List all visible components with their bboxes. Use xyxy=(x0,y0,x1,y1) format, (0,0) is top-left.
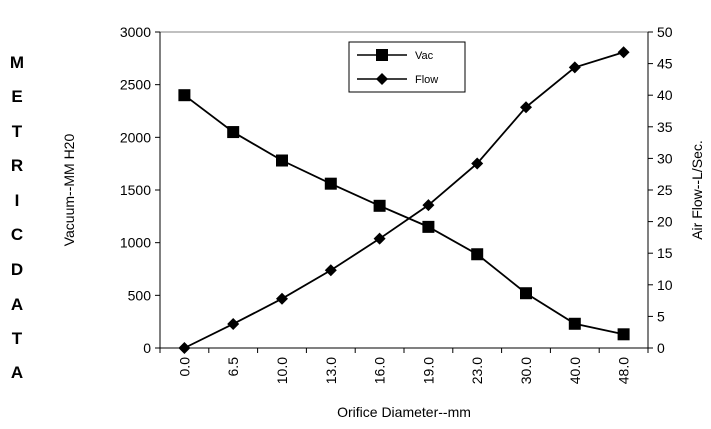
series-vac-point xyxy=(178,89,191,102)
side-label-letter: E xyxy=(11,87,22,106)
left-axis-tick-label: 1500 xyxy=(120,182,151,198)
series-vac-line xyxy=(183,94,624,336)
right-axis-tick-label: 45 xyxy=(657,56,673,72)
series-vac-point xyxy=(324,177,337,190)
legend-flow-label: Flow xyxy=(415,74,438,86)
left-axis-tick-label: 500 xyxy=(128,287,152,303)
series-vac-point xyxy=(471,248,484,261)
right-axis-tick-label: 50 xyxy=(657,24,673,40)
side-label-letter: R xyxy=(11,156,23,175)
left-axis-title: Vacuum--MM H20 xyxy=(61,134,77,247)
side-label-letter: A xyxy=(11,363,23,382)
right-axis-tick-label: 25 xyxy=(657,182,673,198)
x-axis-tick-label: 40.0 xyxy=(567,357,583,384)
x-axis-tick-label: 6.5 xyxy=(225,357,241,377)
series-vac xyxy=(178,89,630,341)
side-label-letter: A xyxy=(11,295,23,314)
right-axis-tick-label: 15 xyxy=(657,245,673,261)
left-axis-tick-label: 2500 xyxy=(120,77,151,93)
right-y-axis: 0 5 10 15 20 25 30 35 40 45 50 xyxy=(647,24,673,356)
left-axis-tick-label: 0 xyxy=(143,340,151,356)
series-vac-point xyxy=(227,126,240,139)
x-axis-tick-label: 13.0 xyxy=(323,357,339,384)
legend-vac-label: Vac xyxy=(415,50,434,62)
series-vac-point xyxy=(568,317,581,330)
left-axis-tick-label: 3000 xyxy=(120,24,151,40)
series-flow-point xyxy=(617,46,630,59)
side-label-letter: D xyxy=(11,260,23,279)
series-flow xyxy=(178,46,630,354)
right-axis-tick-label: 10 xyxy=(657,277,673,293)
series-flow-point xyxy=(178,342,191,354)
series-flow-point xyxy=(568,61,581,74)
series-flow-point xyxy=(373,232,386,245)
series-vac-point xyxy=(373,199,386,212)
left-y-axis: 0 500 1000 1500 2000 2500 3000 xyxy=(120,24,161,356)
legend: Vac Flow xyxy=(348,41,466,93)
series-flow-point xyxy=(471,157,484,170)
right-axis-tick-label: 0 xyxy=(657,340,665,356)
side-label-letter: M xyxy=(10,53,24,72)
series-flow-point xyxy=(227,317,240,330)
left-axis-tick-label: 2000 xyxy=(120,129,151,145)
series-flow-point xyxy=(520,101,532,114)
legend-vac-marker xyxy=(376,49,388,61)
series-vac-point xyxy=(276,154,288,167)
right-axis-tick-label: 40 xyxy=(657,87,673,103)
side-label-letter: T xyxy=(12,122,23,141)
right-axis-tick-label: 35 xyxy=(657,119,673,135)
side-label-letter: T xyxy=(12,329,23,348)
x-axis: 0.0 6.5 10.0 13.0 16.0 19.0 23.0 30.0 40.0 48.0 xyxy=(159,347,649,384)
legend-flow-marker xyxy=(376,73,388,85)
series-layer xyxy=(178,46,630,354)
series-vac-point xyxy=(520,287,532,300)
series-flow-point xyxy=(324,264,337,277)
right-axis-title: Air Flow--L/Sec. xyxy=(689,140,705,240)
side-label-letter: I xyxy=(15,191,20,210)
series-vac-point xyxy=(617,328,630,341)
right-axis-tick-label: 20 xyxy=(657,214,673,230)
right-axis-tick-label: 5 xyxy=(657,308,665,324)
side-label-letter: C xyxy=(11,225,23,244)
series-vac-point xyxy=(422,220,435,233)
series-flow-point xyxy=(276,292,288,305)
x-axis-tick-label: 19.0 xyxy=(420,357,436,384)
series-flow-line xyxy=(184,51,624,349)
x-axis-tick-label: 48.0 xyxy=(616,357,632,384)
x-axis-tick-label: 0.0 xyxy=(176,357,192,377)
left-axis-tick-label: 1000 xyxy=(120,235,151,251)
series-flow-point xyxy=(422,199,435,212)
right-axis-tick-label: 30 xyxy=(657,150,673,166)
x-axis-tick-label: 10.0 xyxy=(274,357,290,384)
x-axis-tick-label: 16.0 xyxy=(372,357,388,384)
x-axis-tick-label: 30.0 xyxy=(518,357,534,384)
x-axis-tick-label: 23.0 xyxy=(469,357,485,384)
x-axis-title: Orifice Diameter--mm xyxy=(337,404,471,420)
legend-box xyxy=(348,41,466,93)
